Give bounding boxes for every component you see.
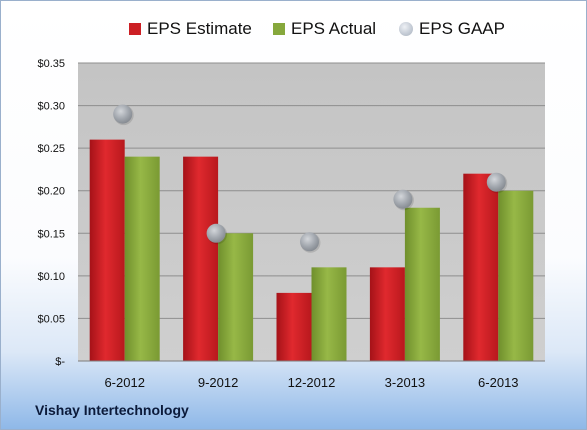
marker-eps-gaap	[300, 232, 319, 252]
marker-eps-gaap	[113, 104, 133, 124]
y-tick-label: $0.15	[37, 228, 65, 240]
legend-label-eps-actual: EPS Actual	[291, 19, 377, 38]
bar-eps-actual	[498, 190, 534, 361]
bar-eps-actual	[311, 267, 347, 361]
marker-eps-gaap	[206, 223, 226, 243]
x-tick-label: 3-2013	[385, 375, 425, 390]
y-tick-label: $0.10	[37, 271, 65, 283]
bar-eps-estimate	[369, 267, 405, 361]
legend-item-eps-gaap: EPS GAAP	[399, 19, 505, 39]
legend-label-eps-gaap: EPS GAAP	[419, 19, 505, 38]
chart-legend: EPS Estimate EPS Actual EPS GAAP	[1, 15, 586, 45]
bar-eps-estimate	[183, 156, 219, 361]
y-tick-label: $-	[55, 356, 65, 368]
legend-label-eps-estimate: EPS Estimate	[147, 19, 252, 38]
x-tick-label: 6-2013	[478, 375, 518, 390]
x-tick-label: 9-2012	[198, 375, 238, 390]
bar-eps-actual	[218, 233, 254, 361]
x-tick-label: 12-2012	[288, 375, 336, 390]
bar-eps-actual	[404, 207, 440, 361]
legend-marker-eps-gaap	[399, 22, 413, 36]
legend-item-eps-actual: EPS Actual	[273, 19, 376, 39]
marker-eps-gaap	[393, 189, 413, 209]
y-tick-label: $0.30	[37, 101, 65, 113]
marker-eps-gaap	[486, 172, 506, 192]
bar-eps-estimate	[276, 292, 312, 361]
y-tick-label: $0.25	[37, 143, 65, 155]
bar-eps-estimate	[463, 173, 499, 361]
y-tick-label: $0.05	[37, 313, 65, 325]
legend-swatch-eps-actual	[273, 23, 285, 35]
bar-eps-estimate	[89, 139, 125, 361]
bar-eps-actual	[124, 156, 160, 361]
x-tick-label: 6-2012	[104, 375, 144, 390]
y-tick-label: $0.35	[37, 58, 65, 70]
legend-item-eps-estimate: EPS Estimate	[129, 19, 252, 39]
legend-swatch-eps-estimate	[129, 23, 141, 35]
company-name: Vishay Intertechnology	[35, 402, 189, 418]
y-tick-label: $0.20	[37, 186, 65, 198]
